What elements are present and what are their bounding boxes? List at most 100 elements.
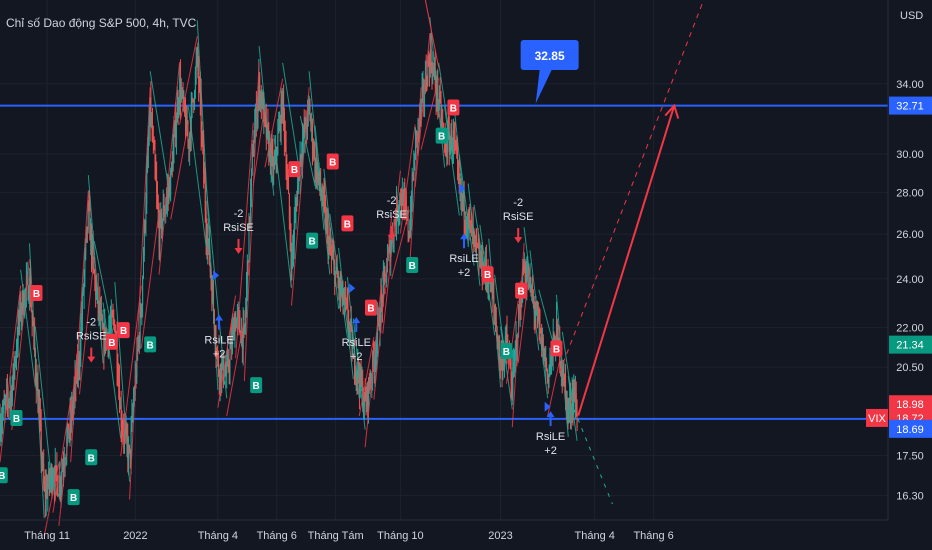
candle-body xyxy=(191,97,193,105)
candle-body xyxy=(62,466,64,471)
candle-body xyxy=(438,92,440,104)
candle-body xyxy=(279,119,281,133)
candle-body xyxy=(502,358,504,372)
candle-body xyxy=(377,318,379,340)
candle-body xyxy=(395,222,397,227)
candle-body xyxy=(533,301,535,313)
candle-body xyxy=(402,192,404,216)
trend-segment xyxy=(70,190,89,463)
candle-body xyxy=(246,261,248,285)
candle-body xyxy=(189,134,191,138)
candle-body xyxy=(201,132,203,135)
candle-body xyxy=(103,328,105,351)
candle-body xyxy=(43,463,45,485)
candle-body xyxy=(39,406,41,413)
candle-body xyxy=(569,397,571,409)
candle-body xyxy=(68,431,70,439)
candle-body xyxy=(156,192,158,206)
candle-body xyxy=(138,338,140,342)
trend-segment xyxy=(452,99,469,245)
candle-body xyxy=(359,367,361,390)
candle-body xyxy=(452,146,454,149)
candle-body xyxy=(83,273,85,292)
candle-body xyxy=(355,370,357,377)
candle-body xyxy=(228,367,230,369)
candle-body xyxy=(415,131,417,136)
candle-body xyxy=(220,364,222,382)
chart-title: Chỉ số Dao động S&P 500, 4h, TVC xyxy=(6,16,197,30)
candle-body xyxy=(140,310,142,316)
candle-body xyxy=(199,85,201,98)
trend-segment xyxy=(314,125,331,275)
candle-body xyxy=(433,68,435,72)
candle-body xyxy=(573,387,575,408)
candle-body xyxy=(547,374,549,383)
trend-segment xyxy=(149,71,172,202)
candle-body xyxy=(52,480,54,489)
x-tick-label: Tháng 4 xyxy=(575,530,615,542)
trend-segment xyxy=(473,204,490,300)
candle-body xyxy=(295,205,297,211)
candle-body xyxy=(503,358,505,362)
trend-segment xyxy=(420,78,440,150)
candle-body xyxy=(313,149,315,154)
candle-body xyxy=(195,61,197,72)
candle-body xyxy=(457,162,459,175)
candle-body xyxy=(130,428,132,458)
signal-badge-letter: B xyxy=(553,344,560,355)
candle-body xyxy=(383,271,385,276)
candle-body xyxy=(194,71,196,95)
candle-body xyxy=(193,100,195,103)
candle-body xyxy=(210,272,212,284)
candle-body xyxy=(565,380,567,391)
y-tick-label: 26.00 xyxy=(896,229,924,241)
trend-segment xyxy=(352,318,366,430)
candle-body xyxy=(523,265,525,273)
candle-body xyxy=(86,226,88,241)
candle-body xyxy=(3,403,5,405)
candle-body xyxy=(326,219,328,225)
blue-marker xyxy=(213,270,220,281)
candle-body xyxy=(515,338,517,347)
trend-segment xyxy=(414,33,431,188)
candle-body xyxy=(368,378,370,385)
candle-body xyxy=(111,313,113,317)
candle-body xyxy=(281,99,283,120)
candle-body xyxy=(205,211,207,237)
candle-body xyxy=(480,258,482,266)
candle-body xyxy=(512,367,514,396)
trend-segment xyxy=(467,183,481,286)
candle-body xyxy=(277,133,279,154)
candle-body xyxy=(534,312,536,315)
candle-body xyxy=(311,123,313,150)
candle-body xyxy=(574,387,576,400)
candle-body xyxy=(20,302,22,315)
candle-body xyxy=(114,331,116,333)
trend-segment xyxy=(264,78,284,168)
x-tick-label: Tháng 11 xyxy=(24,530,70,542)
candle-body xyxy=(181,90,183,93)
candle-body xyxy=(379,326,381,330)
price-callout[interactable]: 32.85 xyxy=(520,40,579,104)
trend-segment xyxy=(364,271,384,448)
candle-body xyxy=(537,310,539,320)
candle-body xyxy=(576,411,578,428)
trend-segment xyxy=(129,87,151,500)
price-axis[interactable]: 34.00 30.00 28.00 26.00 24.00 22.00 20.50 17.50… xyxy=(896,79,924,503)
candle-body xyxy=(16,344,18,349)
candle-body xyxy=(232,324,234,331)
candle-body xyxy=(95,290,97,296)
trend-segment xyxy=(358,336,375,417)
candle-body xyxy=(186,115,188,136)
signal-arrow-head xyxy=(352,317,361,324)
signal-badge xyxy=(550,340,563,357)
time-axis[interactable]: Tháng 11 2022 Tháng 4 Tháng 6 Tháng Tám Tháng… xyxy=(24,530,674,542)
signal-badge xyxy=(105,333,118,350)
candle-body xyxy=(250,190,252,221)
candle-body xyxy=(368,378,370,406)
candle-body xyxy=(470,220,472,222)
candle-body xyxy=(328,242,330,251)
signal-label-line: RsiLE xyxy=(342,337,371,349)
blue-marker xyxy=(459,183,466,194)
